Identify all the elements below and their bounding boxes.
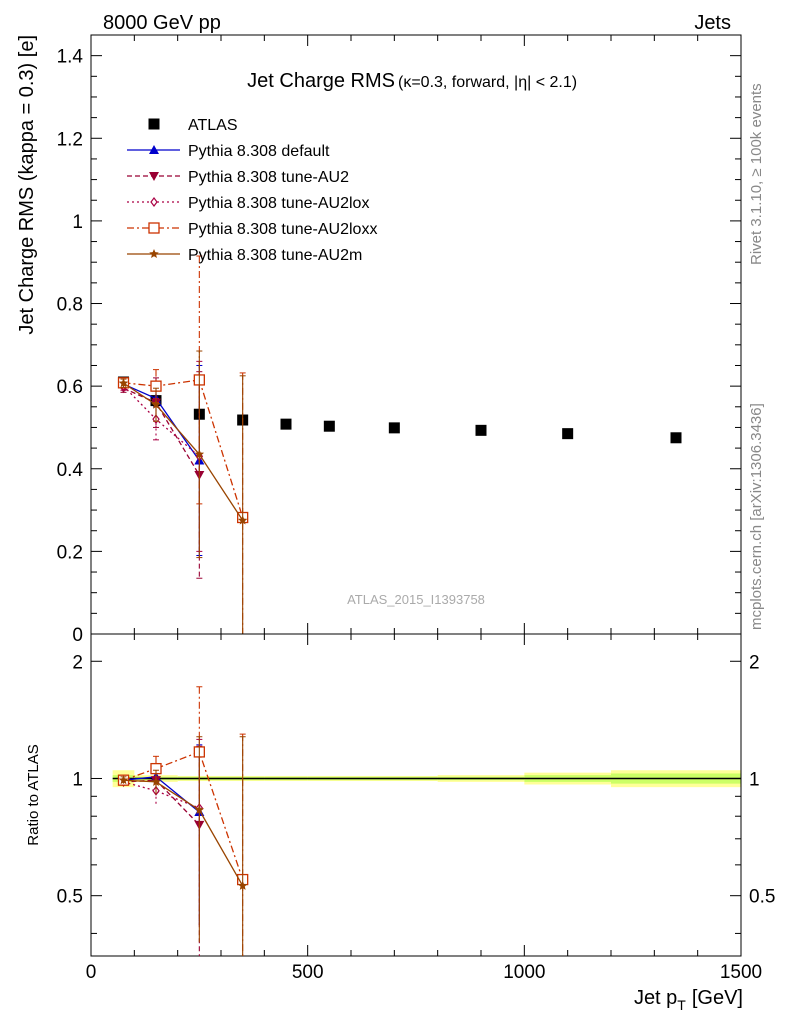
data-point: [388, 422, 400, 434]
ratio-series-line: [123, 779, 244, 887]
series-5: [118, 350, 248, 634]
main-y-tick-label: 1.4: [57, 47, 84, 68]
legend-entry: Pythia 8.308 tune-AU2m: [127, 247, 362, 264]
x-tick-label: 500: [292, 962, 324, 983]
legend-marker: [148, 222, 160, 234]
legend-label: Pythia 8.308 tune-AU2: [188, 169, 349, 186]
ratio-point: [118, 775, 129, 785]
data-point: [323, 420, 335, 432]
process-label: Jets: [694, 12, 731, 34]
x-axis-label-subscript: T: [677, 997, 686, 1013]
data-point: [237, 515, 248, 525]
ratio-y-tick-label: 2: [72, 652, 83, 673]
legend-entry: ATLAS: [148, 117, 238, 134]
data-point: [562, 428, 574, 440]
ratio-point: [151, 776, 161, 786]
legend-label: Pythia 8.308 tune-AU2lox: [188, 195, 369, 212]
x-tick-label: 1500: [720, 962, 762, 983]
ratio-plot-area: 0.5 0.5 1 1 2 2 0 500 1000 1500: [57, 633, 775, 983]
main-y-tick-label: 1.2: [57, 129, 83, 150]
rivet-label: Rivet 3.1.10, ≥ 100k events: [748, 83, 765, 265]
series-4: [117, 255, 249, 634]
legend-marker: [149, 249, 159, 259]
series-line: [123, 379, 244, 518]
ratio-y-axis-label: Ratio to ATLAS: [25, 744, 42, 845]
chart-subtitle: (κ=0.3, forward, |η| < 2.1): [398, 74, 577, 91]
legend-marker: [150, 197, 158, 207]
ratio-series-line: [123, 781, 200, 809]
ratio-series-4: [118, 736, 248, 956]
legend-entry: Pythia 8.308 tune-AU2lox: [127, 195, 369, 212]
legend-label: Pythia 8.308 tune-AU2m: [188, 247, 362, 264]
x-axis-label: Jet p: [634, 987, 677, 1009]
main-plot-area: 0 0.2 0.4 0.6 0.8 1 1.2 1.4: [57, 34, 742, 646]
data-point: [475, 424, 487, 436]
y-axis-label: Jet Charge RMS (kappa = 0.3) [e]: [16, 35, 38, 335]
ratio-point: [194, 804, 205, 815]
x-tick-label: 0: [86, 962, 97, 983]
chart-title: Jet Charge RMS: [247, 70, 395, 92]
x-tick-label: 1000: [503, 962, 545, 983]
legend: ATLAS Pythia 8.308 default Pythia 8.308 tu…: [127, 117, 377, 264]
ratio-series-3: [117, 686, 249, 956]
energy-label: 8000 GeV pp: [103, 12, 221, 34]
legend-label: ATLAS: [188, 117, 238, 134]
main-y-tick-label: 0.6: [57, 377, 83, 398]
main-y-tick-label: 1: [72, 212, 83, 233]
mcplots-label: mcplots.cern.ch [arXiv:1306.3436]: [748, 403, 765, 630]
svg-text:Jet pT[GeV]: Jet pT [GeV]: [634, 987, 743, 1013]
main-y-tick-label: 0.8: [57, 295, 83, 316]
ratio-point: [237, 880, 248, 890]
ratio-y-tick-label-right: 1: [749, 769, 760, 790]
legend-marker: [149, 172, 159, 181]
data-point: [194, 449, 205, 459]
data-point: [280, 418, 292, 430]
legend-entry: Pythia 8.308 tune-AU2: [127, 169, 349, 186]
ratio-y-tick-label: 0.5: [57, 887, 83, 908]
legend-entry: Pythia 8.308 tune-AU2loxx: [127, 221, 377, 238]
data-point: [118, 378, 129, 388]
legend-label: Pythia 8.308 default: [188, 143, 330, 160]
ratio-frame: [90, 633, 742, 957]
ratio-y-tick-label-right: 0.5: [749, 887, 775, 908]
x-axis-unit: [GeV]: [692, 987, 743, 1009]
series-line: [123, 382, 244, 521]
main-panel: Jet Charge RMS (κ=0.3, forward, |η| < 2.…: [16, 34, 742, 646]
legend-entry: Pythia 8.308 default: [127, 143, 330, 160]
ratio-series-line: [123, 751, 244, 880]
main-y-tick-label: 0: [72, 625, 83, 646]
ratio-y-tick-label-right: 2: [749, 652, 760, 673]
legend-label: Pythia 8.308 tune-AU2loxx: [188, 221, 377, 238]
legend-marker: [149, 145, 159, 154]
main-y-tick-label: 0.2: [57, 542, 83, 563]
x-axis-title: Jet pT [GeV]: [634, 987, 743, 1013]
ratio-panel: Ratio to ATLAS 0.5 0.5 1 1 2 2 0 500 1000 1500: [25, 633, 775, 983]
ratio-series-line: [123, 776, 200, 813]
ratio-y-tick-label: 1: [72, 769, 83, 790]
series-0: [118, 376, 682, 444]
analysis-watermark: ATLAS_2015_I1393758: [347, 592, 485, 607]
data-point: [151, 399, 161, 409]
main-y-tick-label: 0.4: [57, 460, 84, 481]
legend-marker: [148, 118, 160, 130]
data-point: [670, 432, 682, 444]
